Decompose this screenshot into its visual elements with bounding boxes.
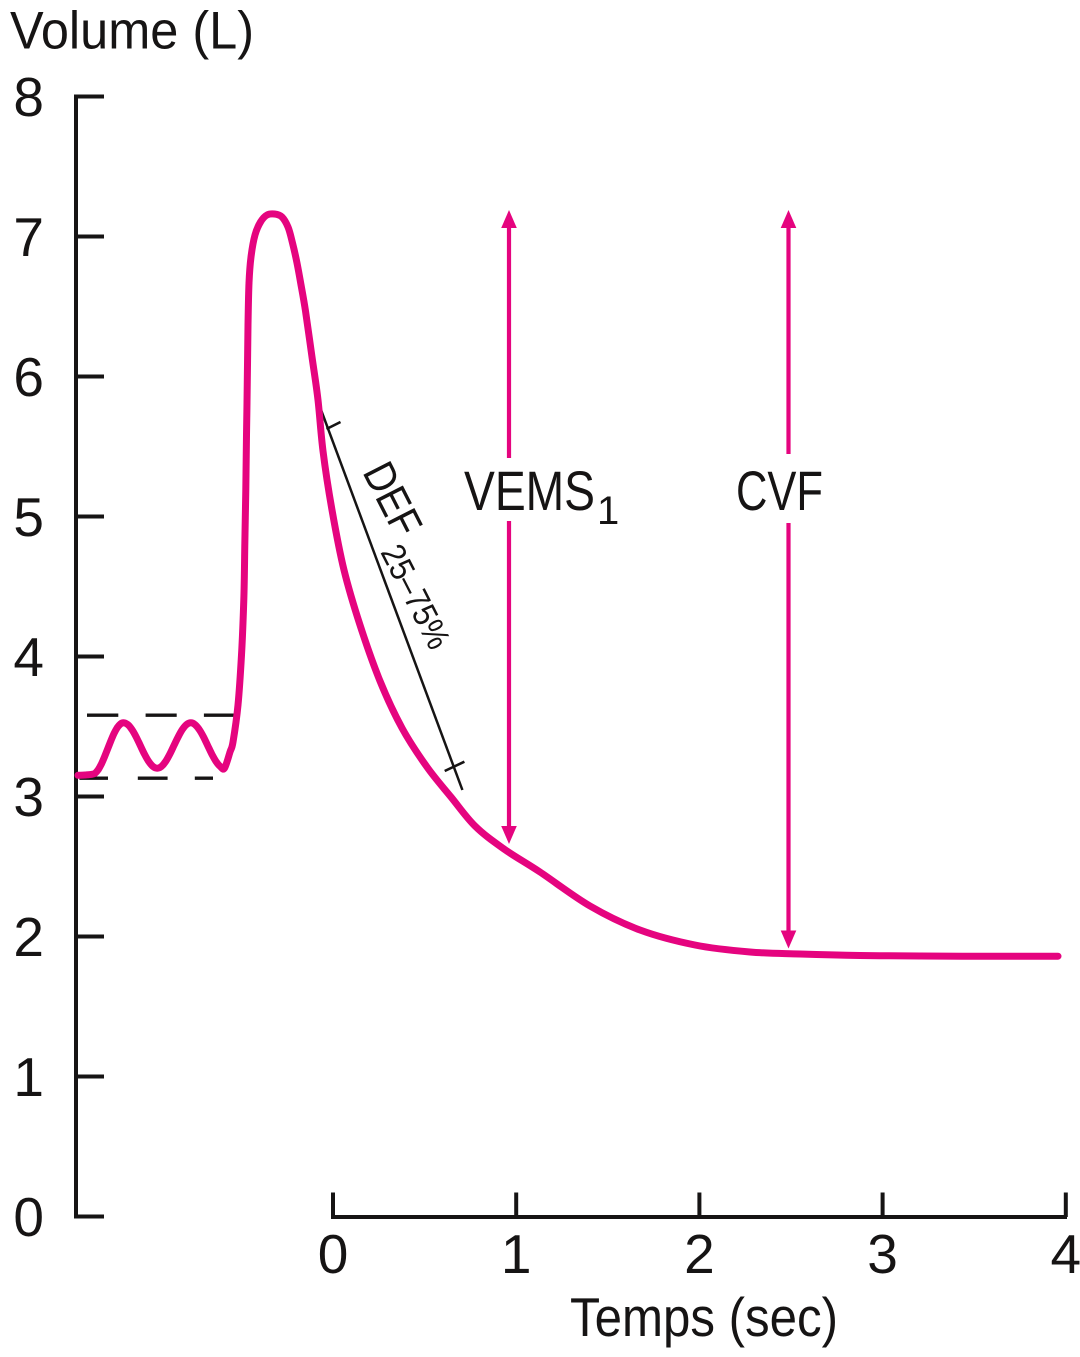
svg-text:VEMS: VEMS (464, 459, 595, 522)
svg-text:4: 4 (1051, 1223, 1080, 1285)
svg-text:0: 0 (318, 1223, 349, 1285)
svg-text:4: 4 (13, 626, 44, 688)
svg-text:Temps (sec): Temps (sec) (570, 1286, 838, 1348)
svg-text:1: 1 (501, 1223, 532, 1285)
svg-text:5: 5 (13, 486, 44, 548)
svg-text:8: 8 (13, 66, 44, 128)
svg-text:3: 3 (13, 766, 44, 828)
svg-text:3: 3 (867, 1223, 898, 1285)
svg-text:1: 1 (13, 1046, 44, 1108)
svg-text:1: 1 (597, 489, 619, 533)
svg-text:Volume (L): Volume (L) (10, 2, 254, 61)
svg-text:6: 6 (13, 346, 44, 408)
svg-text:7: 7 (13, 206, 44, 268)
svg-text:CVF: CVF (736, 459, 823, 522)
svg-text:2: 2 (684, 1223, 715, 1285)
svg-text:2: 2 (13, 906, 44, 968)
svg-text:0: 0 (13, 1186, 44, 1248)
